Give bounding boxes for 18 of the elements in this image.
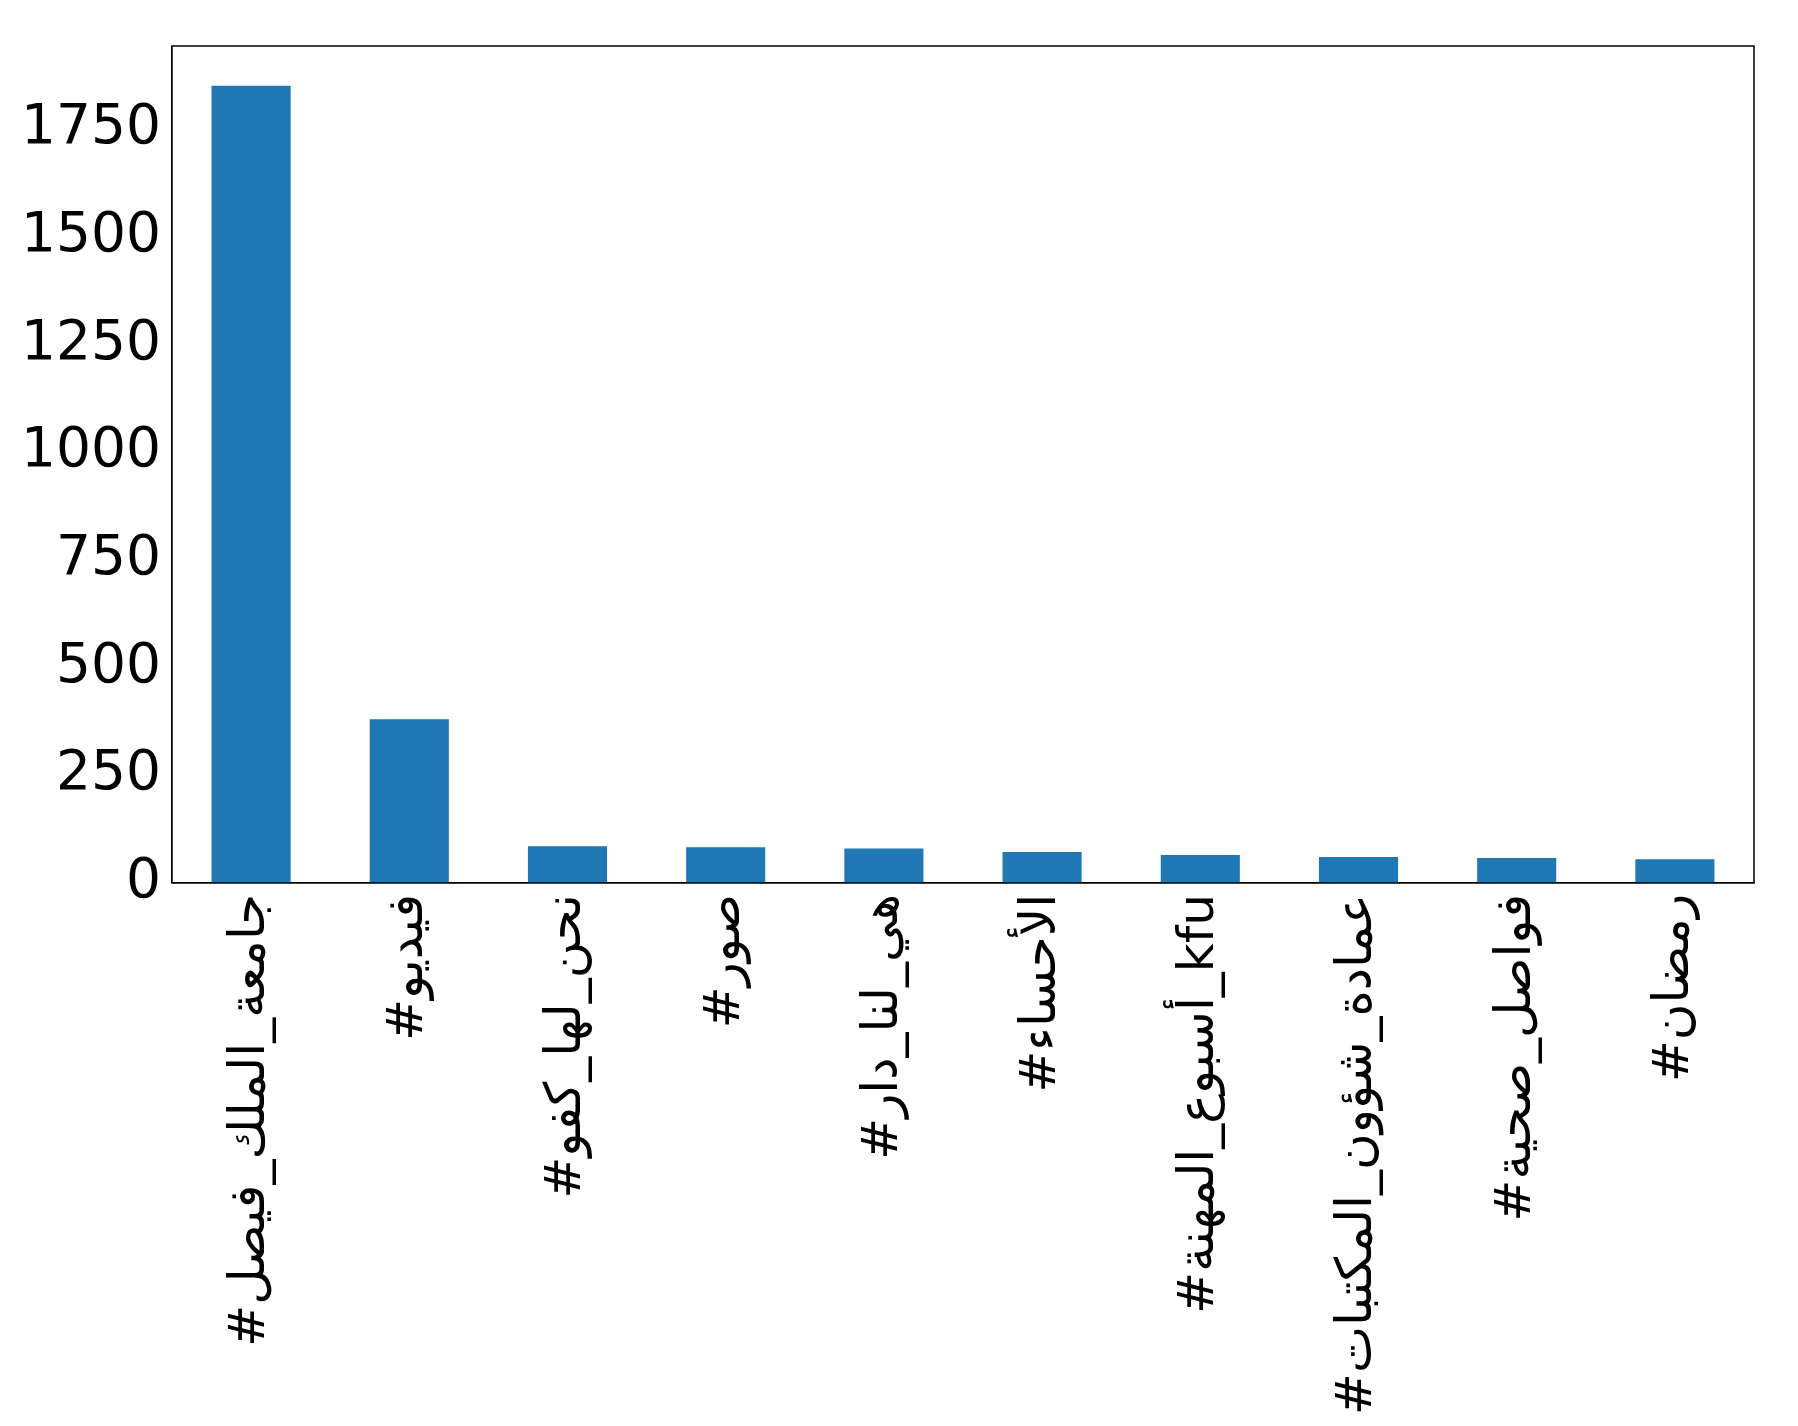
x-tick-label: #الأحساء (1007, 893, 1068, 1093)
y-tick-label: 500 (55, 630, 161, 695)
y-tick-label: 1750 (20, 92, 161, 157)
y-tick-label: 1000 (20, 415, 161, 480)
x-tick-label: #عمادة_شؤون_المكتبات (1325, 893, 1385, 1416)
y-tick-label: 1250 (20, 307, 161, 372)
x-tick-label: #جامعة_الملك_فيصل (218, 893, 277, 1347)
y-tick-label: 750 (55, 523, 161, 587)
x-tick-label: #فيديو (376, 893, 435, 1041)
x-tick-label: #أسبوع_المهنة_kfu (1163, 893, 1227, 1314)
x-tick-label: #صور (692, 893, 751, 1029)
x-tick-label: #نحن_لها_كفو (534, 893, 594, 1199)
y-tick-label: 250 (55, 738, 161, 803)
x-tick-label: #هي_لنا_دار (850, 893, 909, 1160)
x-tick-label: #فواصل_صحية (1483, 893, 1542, 1222)
y-tick-label: 1500 (20, 199, 161, 264)
x-tick-label: #رمضان (1641, 893, 1700, 1083)
y-tick-label: 0 (125, 846, 161, 911)
